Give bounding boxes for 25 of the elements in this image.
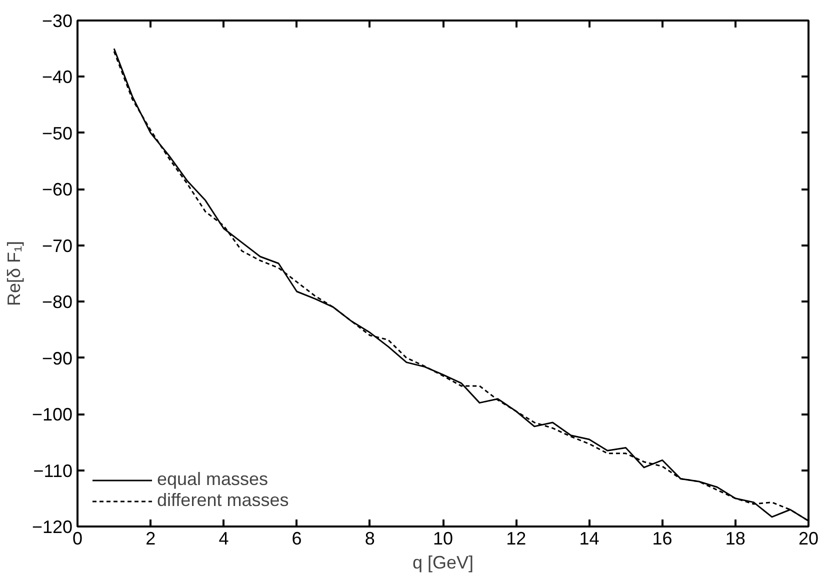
x-tick-label: 18 xyxy=(725,528,746,548)
legend-label: equal masses xyxy=(157,469,268,490)
y-tick-label: −30 xyxy=(42,11,73,31)
x-tick-label: 8 xyxy=(364,528,375,548)
x-axis-title: q [GeV] xyxy=(412,552,474,572)
y-tick-label: −40 xyxy=(42,67,73,88)
x-tick-label: 10 xyxy=(432,528,454,548)
x-tick-label: 2 xyxy=(146,528,156,548)
y-tick-label: −80 xyxy=(42,292,73,312)
y-tick-label: −70 xyxy=(42,236,73,256)
x-tick-label: 20 xyxy=(798,528,819,548)
y-tick-label: −100 xyxy=(32,404,73,425)
x-tick-label: 0 xyxy=(72,528,83,548)
x-tick-label: 4 xyxy=(218,528,229,548)
y-tick-label: −50 xyxy=(42,123,73,144)
x-tick-label: 16 xyxy=(652,528,672,548)
y-axis-title: Re[δ F₁] xyxy=(4,240,24,306)
x-tick-label: 14 xyxy=(579,528,600,548)
y-tick-label: −60 xyxy=(42,180,73,200)
x-tick-label: 6 xyxy=(292,528,302,548)
legend-label: different masses xyxy=(157,490,289,511)
y-tick-label: −120 xyxy=(32,517,73,537)
x-tick-label: 12 xyxy=(506,528,526,548)
y-tick-label: −90 xyxy=(42,348,73,368)
y-tick-label: −110 xyxy=(33,460,73,481)
